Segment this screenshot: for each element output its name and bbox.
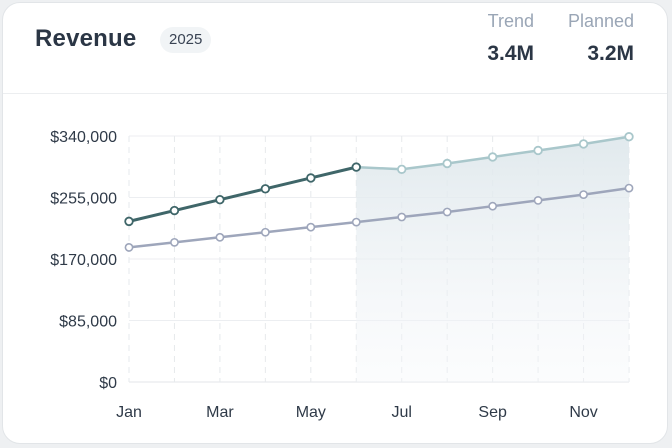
x-tick-label: Sep	[478, 404, 507, 421]
planned-series-line	[127, 186, 631, 249]
trend-point	[351, 162, 361, 172]
planned-point	[579, 190, 588, 200]
trend-point	[306, 173, 316, 183]
trend-point	[533, 145, 543, 156]
trend-metric: Trend 3.4M	[487, 11, 534, 66]
planned-point	[351, 217, 361, 227]
planned-point	[533, 195, 543, 205]
trend-metric-label: Trend	[487, 11, 534, 31]
x-tick-label: Mar	[206, 404, 234, 421]
trend-point	[624, 132, 634, 142]
card-title: Revenue	[35, 25, 137, 52]
planned-point	[260, 227, 270, 237]
year-badge: 2025	[160, 27, 212, 53]
planned-point	[624, 183, 634, 193]
trend-point	[260, 184, 271, 194]
planned-point	[170, 237, 179, 247]
trend-point	[487, 152, 498, 162]
planned-metric-label: Planned	[567, 11, 634, 31]
y-tick-label: $340,000	[50, 129, 117, 146]
y-tick-label: $255,000	[50, 191, 117, 208]
planned-metric-value: 3.2M	[587, 42, 634, 65]
planned-point	[488, 201, 498, 211]
planned-point	[397, 212, 407, 222]
planned-metric: Planned 3.2M	[568, 11, 634, 66]
trend-point	[442, 158, 452, 169]
revenue-line-chart: $0 $85,000 $170,000 $255,000 $340,000 Jan Mar…	[50, 129, 634, 421]
trend-point	[215, 194, 225, 205]
trend-metric-value: 3.4M	[487, 42, 534, 65]
revenue-card: Revenue 2025 Trend 3.4M Planned 3.2M $0 $…	[2, 2, 668, 444]
trend-actual-line	[127, 165, 358, 223]
planned-point	[306, 222, 316, 232]
forecast-area	[356, 136, 629, 382]
trend-point	[397, 164, 407, 174]
y-tick-label: $0	[99, 375, 117, 392]
planned-point	[215, 232, 225, 242]
x-tick-label: Nov	[569, 404, 597, 421]
trend-point	[578, 139, 589, 149]
planned-point	[442, 207, 452, 217]
y-tick-label: $85,000	[59, 314, 117, 331]
x-tick-label: Jan	[116, 404, 142, 421]
x-tick-label: May	[296, 404, 326, 421]
planned-point	[124, 243, 134, 252]
x-tick-label: Jul	[392, 404, 412, 421]
trend-point	[169, 205, 180, 216]
card-header: Revenue 2025 Trend 3.4M Planned 3.2M	[3, 3, 667, 94]
y-tick-label: $170,000	[50, 252, 117, 269]
trend-point	[124, 216, 134, 227]
